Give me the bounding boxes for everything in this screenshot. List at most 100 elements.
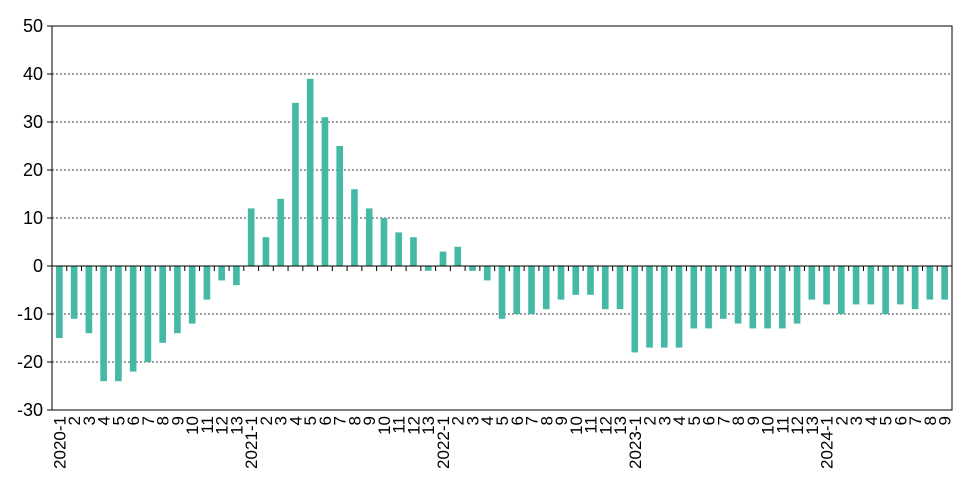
bar-21 — [365, 208, 373, 266]
bar-8 — [174, 266, 181, 334]
x-tick-label: 7 — [714, 416, 733, 425]
x-tick-label: 2 — [65, 416, 84, 425]
y-tick-label: 40 — [23, 64, 43, 84]
x-tick-labels: 2020-123456789101112132021-1234567891011… — [50, 416, 954, 469]
bar-3 — [100, 266, 107, 382]
x-tick-label: 9 — [744, 416, 763, 425]
bar-37 — [601, 266, 609, 310]
bar-31 — [513, 266, 521, 314]
bar-59 — [926, 266, 934, 300]
bar-57 — [897, 266, 904, 305]
x-tick-label: 8 — [921, 416, 940, 425]
bar-28 — [469, 266, 476, 271]
x-tick-label: 8 — [729, 416, 748, 425]
y-tick-label: 10 — [23, 208, 43, 228]
x-tick-label: 7 — [906, 416, 925, 425]
x-tick-label: 12 — [404, 416, 423, 435]
x-tick-label: 2 — [641, 416, 660, 425]
bar-40 — [646, 266, 653, 348]
x-tick-label: 9 — [936, 416, 955, 425]
x-tick-label: 8 — [345, 416, 364, 425]
bar-46 — [734, 266, 742, 324]
x-tick-label: 11 — [773, 416, 792, 434]
bar-51 — [808, 266, 816, 300]
bar-13 — [247, 208, 255, 266]
x-tick-label: 9 — [552, 416, 571, 425]
bar-35 — [572, 266, 580, 295]
x-tick-label: 3 — [847, 416, 866, 425]
x-tick-label: 6 — [891, 416, 910, 425]
bar-53 — [838, 266, 845, 314]
x-tick-label: 2 — [257, 416, 276, 425]
bar-32 — [528, 266, 535, 314]
bar-19 — [336, 146, 344, 266]
bar-42 — [675, 266, 683, 348]
bar-10 — [203, 266, 211, 300]
bar-25 — [424, 266, 432, 271]
bar-38 — [616, 266, 624, 310]
bar-58 — [911, 266, 919, 310]
x-tick-label: 12 — [213, 416, 232, 435]
x-tick-label: 10 — [567, 416, 586, 435]
bar-49 — [779, 266, 786, 329]
x-tick-label: 6 — [508, 416, 527, 425]
bar-20 — [351, 189, 358, 266]
bar-26 — [439, 251, 447, 266]
y-tick-label: 30 — [23, 112, 43, 132]
x-tick-label: 13 — [611, 416, 630, 435]
x-tick-label: 11 — [198, 416, 217, 434]
x-tick-label: 6 — [124, 416, 143, 425]
y-tick-label: 50 — [23, 16, 43, 36]
bar-45 — [719, 266, 727, 319]
bar-11 — [218, 266, 225, 281]
bar-0 — [56, 266, 63, 338]
x-tick-label: 12 — [596, 416, 615, 435]
y-tick-label: -20 — [17, 352, 43, 372]
x-tick-label: 6 — [700, 416, 719, 425]
x-tick-label: 11 — [390, 416, 409, 434]
x-tick-label: 2020-1 — [50, 416, 69, 469]
x-tick-label: 7 — [523, 416, 542, 425]
bar-15 — [277, 198, 285, 266]
bar-39 — [631, 266, 639, 353]
x-tick-label: 9 — [168, 416, 187, 425]
x-tick-label: 2024-1 — [818, 416, 837, 469]
x-tick-label: 12 — [788, 416, 807, 435]
x-tick-label: 2 — [832, 416, 851, 425]
bar-16 — [292, 102, 299, 266]
bar-55 — [867, 266, 875, 305]
y-tick-label: 20 — [23, 160, 43, 180]
x-tick-label: 10 — [375, 416, 394, 435]
x-tick-label: 5 — [877, 416, 896, 425]
bar-4 — [115, 266, 122, 382]
x-tick-label: 3 — [655, 416, 674, 425]
bar-52 — [823, 266, 830, 305]
x-tick-label: 3 — [463, 416, 482, 425]
bars — [56, 78, 948, 382]
y-tick-label: -10 — [17, 304, 43, 324]
bar-23 — [395, 232, 403, 266]
bar-14 — [262, 237, 270, 266]
x-tick-label: 2 — [449, 416, 468, 425]
axes — [47, 25, 953, 411]
bar-24 — [410, 237, 417, 266]
x-tick-label: 2021-1 — [242, 416, 261, 469]
x-tick-label: 11 — [582, 416, 601, 434]
x-tick-label: 5 — [109, 416, 128, 425]
x-tick-label: 10 — [183, 416, 202, 435]
x-tick-label: 3 — [80, 416, 99, 425]
x-tick-label: 13 — [227, 416, 246, 435]
x-tick-label: 2022-1 — [434, 416, 453, 469]
bar-43 — [690, 266, 698, 329]
x-tick-label: 9 — [360, 416, 379, 425]
x-tick-label: 5 — [301, 416, 320, 425]
x-tick-label: 5 — [493, 416, 512, 425]
x-tick-label: 8 — [154, 416, 173, 425]
bar-56 — [882, 266, 889, 314]
y-tick-label: -30 — [17, 400, 43, 420]
y-tick-label: 0 — [33, 256, 43, 276]
x-tick-label: 4 — [95, 416, 114, 425]
x-tick-label: 3 — [272, 416, 291, 425]
bar-44 — [705, 266, 712, 329]
